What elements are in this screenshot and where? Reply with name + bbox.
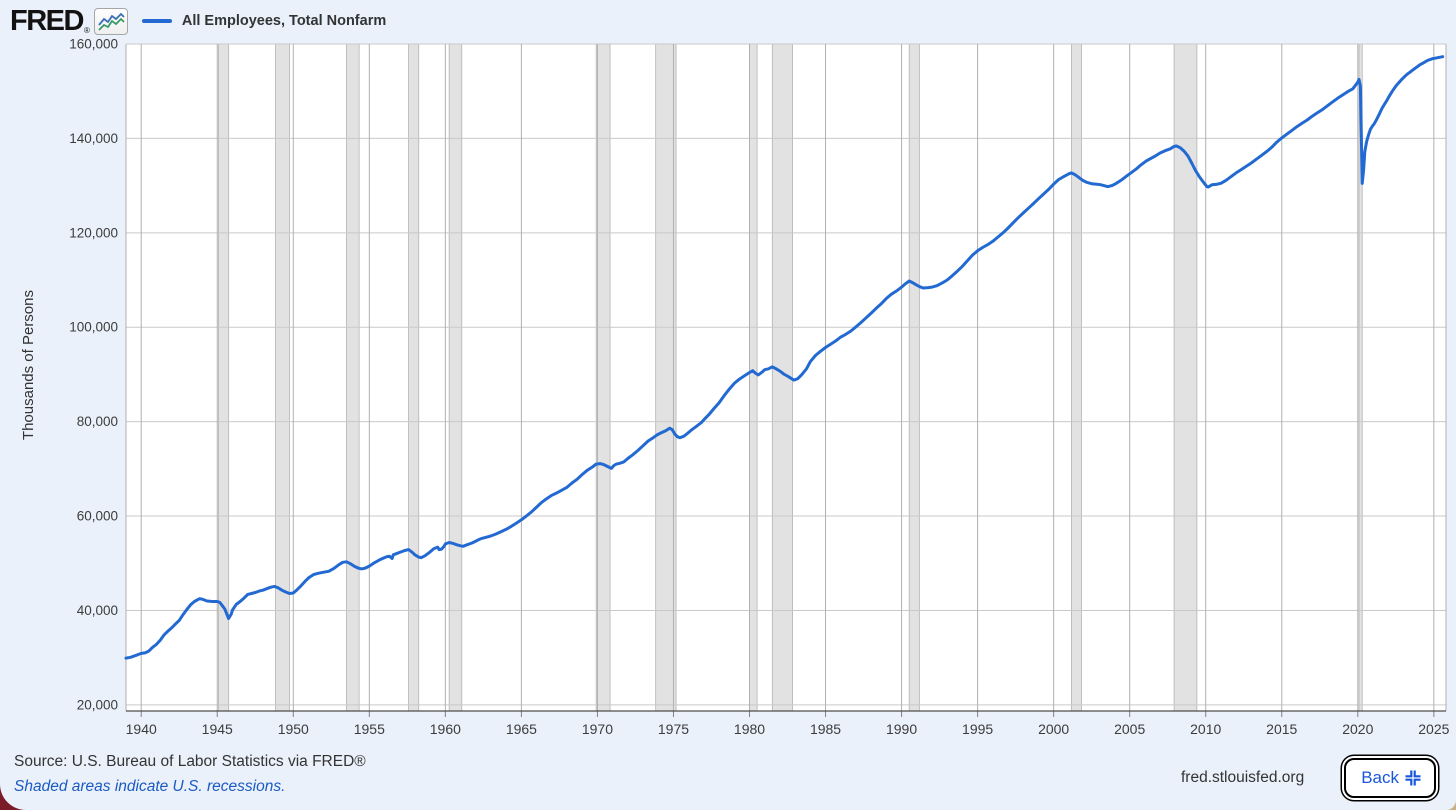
svg-text:1960: 1960: [430, 721, 461, 737]
svg-text:2025: 2025: [1418, 721, 1449, 737]
svg-text:1965: 1965: [506, 721, 537, 737]
svg-text:1970: 1970: [582, 721, 613, 737]
chart-canvas[interactable]: 20,000 40,000 60,000 80,000 100,000 120,000 14…: [0, 0, 1456, 745]
svg-text:1995: 1995: [962, 721, 993, 737]
x-axis-labels: 1940 1945 1950 1955 1960 1965 1970 1975 1980 1985…: [126, 721, 1450, 737]
svg-text:1950: 1950: [278, 721, 309, 737]
registered-mark: ®: [83, 26, 90, 35]
fred-site-link[interactable]: fred.stlouisfed.org: [1180, 769, 1305, 786]
svg-text:1985: 1985: [810, 721, 841, 737]
svg-text:80,000: 80,000: [77, 414, 118, 429]
fred-logo[interactable]: FRED: [10, 4, 84, 37]
source-attribution: Source: U.S. Bureau of Labor Statistics …: [14, 752, 366, 770]
svg-text:40,000: 40,000: [77, 603, 118, 618]
svg-text:160,000: 160,000: [69, 37, 118, 52]
y-axis-labels: 20,000 40,000 60,000 80,000 100,000 120,000 14…: [69, 37, 118, 713]
chart-header: FRED ® All Employees, Total Nonfarm: [10, 5, 386, 37]
svg-text:140,000: 140,000: [69, 131, 118, 146]
back-button-label: Back: [1361, 768, 1399, 787]
fred-sparkline-icon: [93, 7, 128, 35]
svg-text:1975: 1975: [658, 721, 689, 737]
series-line: [124, 55, 1445, 660]
svg-text:1945: 1945: [202, 721, 233, 737]
vertical-gridlines: [140, 44, 1435, 717]
recessions-note-link[interactable]: Shaded areas indicate U.S. recessions.: [14, 777, 286, 795]
svg-text:2005: 2005: [1114, 721, 1145, 737]
horizontal-gridlines: [126, 43, 1446, 706]
legend-line-swatch: [141, 19, 172, 23]
legend-series-label: All Employees, Total Nonfarm: [181, 13, 387, 29]
svg-text:1955: 1955: [354, 721, 385, 737]
svg-text:2020: 2020: [1342, 721, 1373, 737]
svg-text:1940: 1940: [126, 721, 157, 737]
compress-arrows-icon: [1405, 770, 1421, 786]
svg-text:1990: 1990: [886, 721, 917, 737]
chart-footer: Source: U.S. Bureau of Labor Statistics …: [14, 746, 1442, 802]
svg-text:1980: 1980: [734, 721, 765, 737]
svg-text:2000: 2000: [1038, 721, 1069, 737]
svg-text:60,000: 60,000: [77, 509, 118, 524]
back-button[interactable]: Back: [1344, 758, 1436, 798]
svg-text:2010: 2010: [1190, 721, 1221, 737]
svg-text:100,000: 100,000: [69, 320, 118, 335]
svg-text:2015: 2015: [1266, 721, 1297, 737]
svg-text:20,000: 20,000: [77, 697, 118, 712]
svg-text:120,000: 120,000: [69, 225, 118, 240]
